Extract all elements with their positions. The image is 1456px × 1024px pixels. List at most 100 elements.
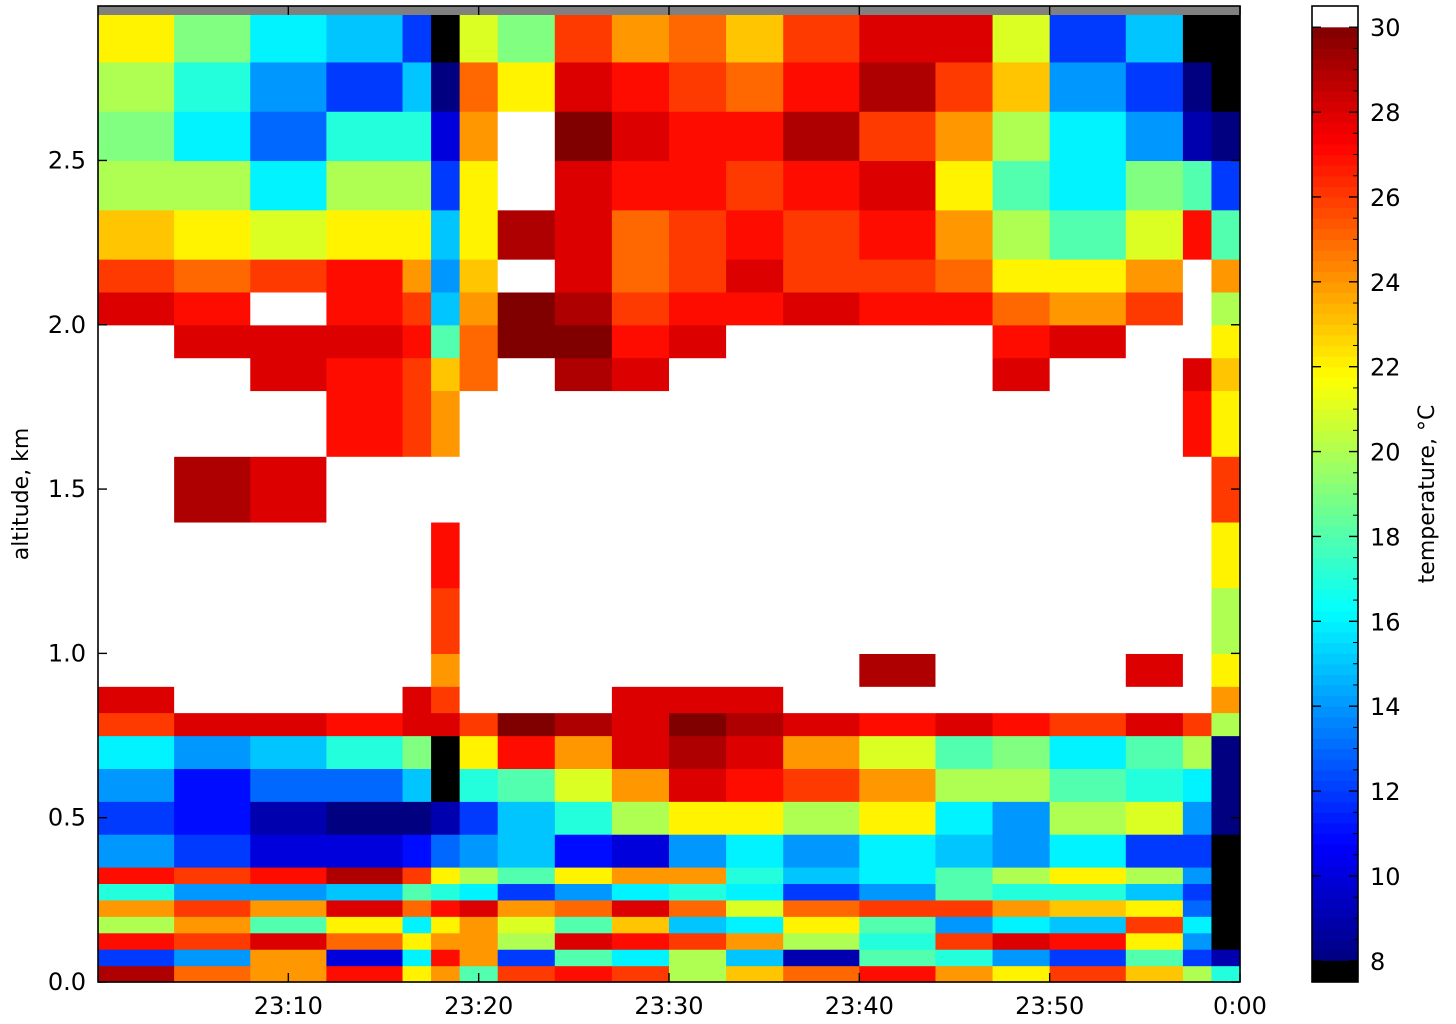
heatmap-cell: [459, 916, 499, 934]
colorbar-step: [1312, 897, 1358, 909]
heatmap-cell: [935, 456, 994, 523]
heatmap-cell: [554, 357, 613, 392]
heatmap-cell: [611, 291, 670, 326]
heatmap-cell: [1125, 6, 1184, 63]
colorbar-step: [1312, 791, 1358, 803]
heatmap-cell: [1182, 390, 1213, 457]
heatmap-cell: [669, 834, 727, 868]
heatmap-cell: [992, 324, 1051, 359]
heatmap-cell: [98, 883, 175, 901]
heatmap-cell: [554, 932, 613, 950]
heatmap-cell: [992, 883, 1051, 901]
heatmap-cell: [250, 324, 327, 359]
heatmap-cell: [859, 653, 937, 687]
heatmap-cell: [431, 916, 461, 934]
heatmap-cell: [250, 357, 327, 392]
heatmap-cell: [250, 111, 327, 162]
heatmap-cell: [935, 686, 994, 714]
heatmap-cell: [98, 916, 175, 934]
heatmap-cell: [326, 209, 404, 260]
colorbar-step: [1312, 196, 1358, 209]
heatmap-cell: [1182, 61, 1213, 112]
heatmap-cell: [174, 735, 251, 769]
heatmap-cell: [935, 209, 994, 260]
heatmap-cell: [174, 712, 251, 737]
heatmap-cell: [497, 916, 556, 934]
heatmap-cell: [1211, 291, 1241, 326]
heatmap-cell: [992, 61, 1051, 112]
heatmap-cell: [859, 768, 937, 802]
colorbar-step: [1312, 80, 1358, 92]
heatmap-cell: [669, 899, 727, 917]
heatmap-cell: [326, 883, 404, 901]
heatmap-cell: [174, 357, 251, 392]
heatmap-cell: [554, 883, 613, 901]
heatmap-cell: [1049, 866, 1127, 885]
colorbar-step: [1312, 165, 1358, 177]
colorbar-step: [1312, 684, 1358, 697]
heatmap-cell: [992, 456, 1051, 523]
heatmap-cell: [726, 587, 784, 654]
heatmap-cell: [497, 712, 556, 737]
colorbar-step: [1312, 631, 1358, 644]
heatmap-cell: [1049, 324, 1127, 359]
heatmap-cell: [992, 899, 1051, 917]
heatmap-cell: [1125, 209, 1184, 260]
heatmap-cell: [326, 6, 404, 63]
heatmap-cell: [669, 965, 727, 983]
heatmap-cell: [859, 357, 937, 392]
colorbar-tick-label: 26: [1370, 184, 1401, 212]
heatmap-cell: [431, 686, 461, 714]
heatmap-cell: [459, 899, 499, 917]
heatmap-cell: [431, 291, 461, 326]
heatmap-cell: [935, 653, 994, 687]
heatmap-cell: [1049, 111, 1127, 162]
heatmap-cell: [726, 291, 784, 326]
heatmap-cell: [1049, 357, 1127, 392]
heatmap-cell: [726, 160, 784, 211]
heatmap-cell: [459, 209, 499, 260]
heatmap-cell: [402, 712, 432, 737]
heatmap-cell: [1211, 899, 1241, 917]
heatmap-cell: [1182, 259, 1213, 293]
heatmap-cell: [935, 834, 994, 868]
heatmap-cell: [431, 653, 461, 687]
heatmap-cell: [326, 834, 404, 868]
heatmap-cell: [783, 587, 860, 654]
heatmap-cell: [859, 712, 937, 737]
heatmap-cell: [459, 883, 499, 901]
heatmap-cell: [554, 916, 613, 934]
heatmap-cell: [992, 521, 1051, 589]
colorbar-step: [1312, 801, 1358, 813]
heatmap-cell: [726, 801, 784, 835]
heatmap-cell: [611, 6, 670, 63]
heatmap-cell: [1211, 883, 1241, 901]
heatmap-cell: [992, 949, 1051, 967]
heatmap-cell: [326, 949, 404, 967]
colorbar-step: [1312, 695, 1358, 707]
heatmap-cell: [1049, 653, 1127, 687]
heatmap-cell: [669, 801, 727, 835]
heatmap-cell: [174, 111, 251, 162]
heatmap-cell: [459, 712, 499, 737]
heatmap-cell: [402, 357, 432, 392]
heatmap-cell: [1182, 712, 1213, 737]
heatmap-cell: [459, 587, 499, 654]
heatmap-cell: [783, 653, 860, 687]
colorbar-step: [1312, 918, 1358, 930]
colorbar-step: [1312, 907, 1358, 919]
heatmap-cell: [431, 456, 461, 523]
heatmap-cell: [726, 899, 784, 917]
y-tick-label: 2.0: [48, 311, 86, 339]
heatmap-cell: [402, 686, 432, 714]
colorbar-tick-label: 14: [1370, 693, 1401, 721]
heatmap-cell: [554, 653, 613, 687]
heatmap-cell: [726, 209, 784, 260]
colorbar-tick-label: 18: [1370, 523, 1401, 551]
heatmap-cell: [1182, 6, 1213, 63]
heatmap-cell: [402, 653, 432, 687]
x-tick-label: 23:10: [254, 992, 323, 1020]
colorbar-step: [1312, 430, 1358, 442]
heatmap-cell: [98, 259, 175, 293]
heatmap-cell: [174, 209, 251, 260]
